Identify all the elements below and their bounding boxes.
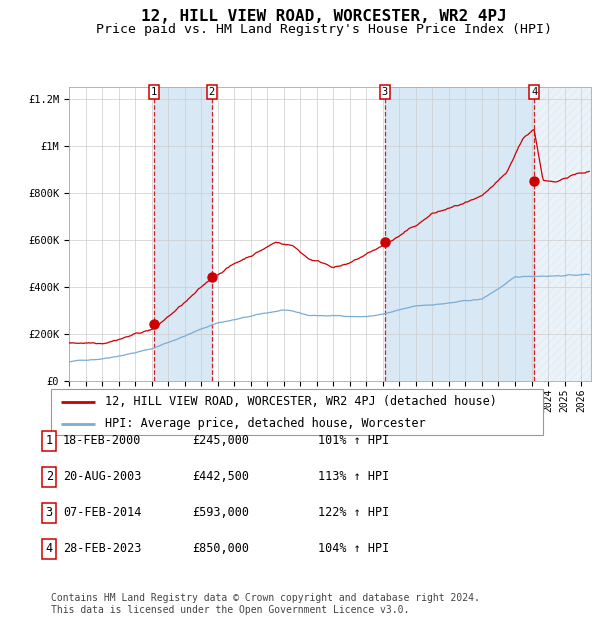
Bar <box>154 87 212 381</box>
Text: 3: 3 <box>46 507 53 519</box>
Text: £850,000: £850,000 <box>192 542 249 555</box>
Text: 1: 1 <box>151 87 157 97</box>
FancyBboxPatch shape <box>51 389 543 435</box>
Bar <box>385 87 534 381</box>
Text: £245,000: £245,000 <box>192 435 249 447</box>
Text: 07-FEB-2014: 07-FEB-2014 <box>63 507 142 519</box>
Text: 104% ↑ HPI: 104% ↑ HPI <box>318 542 389 555</box>
Text: 122% ↑ HPI: 122% ↑ HPI <box>318 507 389 519</box>
Text: Contains HM Land Registry data © Crown copyright and database right 2024.
This d: Contains HM Land Registry data © Crown c… <box>51 593 480 615</box>
Text: 4: 4 <box>46 542 53 555</box>
Text: 3: 3 <box>382 87 388 97</box>
Text: Price paid vs. HM Land Registry's House Price Index (HPI): Price paid vs. HM Land Registry's House … <box>96 23 552 36</box>
Text: 12, HILL VIEW ROAD, WORCESTER, WR2 4PJ: 12, HILL VIEW ROAD, WORCESTER, WR2 4PJ <box>141 9 507 24</box>
Text: 113% ↑ HPI: 113% ↑ HPI <box>318 471 389 483</box>
Text: HPI: Average price, detached house, Worcester: HPI: Average price, detached house, Worc… <box>105 417 426 430</box>
Text: 2: 2 <box>46 471 53 483</box>
Text: 2: 2 <box>208 87 215 97</box>
Text: 18-FEB-2000: 18-FEB-2000 <box>63 435 142 447</box>
Text: 12, HILL VIEW ROAD, WORCESTER, WR2 4PJ (detached house): 12, HILL VIEW ROAD, WORCESTER, WR2 4PJ (… <box>105 396 497 408</box>
Text: 28-FEB-2023: 28-FEB-2023 <box>63 542 142 555</box>
Text: £442,500: £442,500 <box>192 471 249 483</box>
Text: 4: 4 <box>531 87 537 97</box>
Text: 20-AUG-2003: 20-AUG-2003 <box>63 471 142 483</box>
Text: £593,000: £593,000 <box>192 507 249 519</box>
Bar <box>534 87 591 381</box>
Text: 101% ↑ HPI: 101% ↑ HPI <box>318 435 389 447</box>
Text: 1: 1 <box>46 435 53 447</box>
